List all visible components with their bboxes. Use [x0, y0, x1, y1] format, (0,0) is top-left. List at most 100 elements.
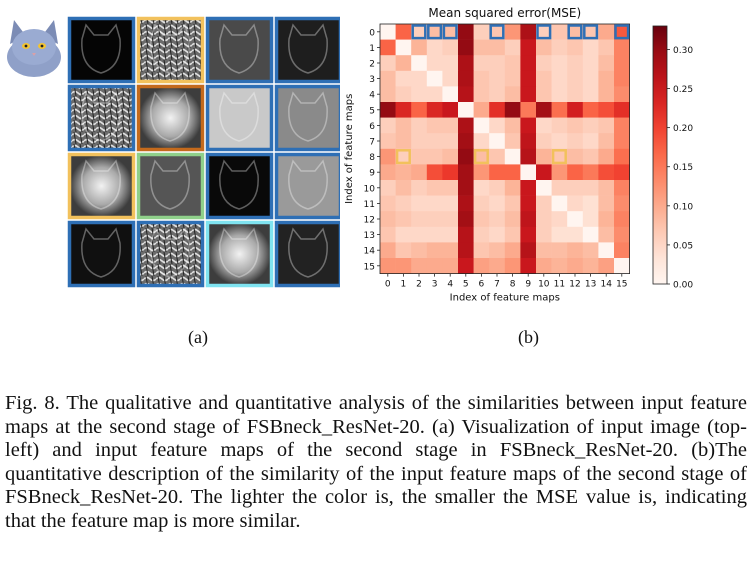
heatmap-cell	[442, 195, 459, 212]
heatmap-cell	[582, 258, 599, 274]
y-tick-label: 9	[369, 169, 375, 179]
colorbar-tick-label: 0.30	[673, 46, 693, 56]
heatmap-cell	[442, 148, 459, 165]
colorbar-tick-label: 0.20	[673, 124, 693, 134]
x-tick-label: 4	[447, 280, 453, 290]
feature-map-tile	[136, 220, 205, 288]
heatmap-cell	[380, 226, 396, 243]
heatmap-cell	[536, 86, 552, 103]
heatmap-cell	[504, 24, 521, 40]
heatmap-cell	[489, 226, 506, 243]
heatmap-cell	[614, 242, 630, 259]
y-axis-label: Index of feature maps	[344, 94, 355, 204]
heatmap-cell	[551, 226, 568, 243]
y-tick-label: 10	[364, 184, 376, 194]
highlight-box	[442, 24, 458, 40]
heatmap-cell	[473, 55, 490, 72]
heatmap-cell	[380, 258, 396, 274]
heatmap-cell	[536, 55, 552, 72]
heatmap-cell	[395, 70, 412, 87]
x-tick-label: 11	[554, 280, 565, 290]
x-axis-label: Index of feature maps	[450, 293, 560, 304]
highlight-box	[551, 149, 567, 165]
feature-map-image	[70, 155, 133, 217]
heatmap-cell	[426, 117, 443, 134]
heatmap-cell	[504, 55, 521, 72]
colorbar-tick-label: 0.10	[673, 202, 693, 212]
heatmap-cell	[442, 258, 459, 274]
panel-b-label: (b)	[518, 327, 539, 347]
y-tick-label: 0	[369, 28, 375, 38]
heatmap-cell	[598, 148, 615, 165]
heatmap-cell	[426, 86, 443, 103]
feature-map-outline	[219, 227, 259, 278]
heatmap-cell	[380, 102, 396, 118]
heatmap-cell	[411, 117, 428, 134]
heatmap-cell	[411, 55, 428, 72]
heatmap-cell	[551, 242, 568, 259]
x-tick-label: 10	[538, 280, 550, 290]
heatmap-cell	[567, 226, 584, 243]
heatmap-cell	[411, 211, 428, 228]
heatmap-cell	[395, 55, 412, 72]
heatmap-cell	[567, 70, 584, 87]
x-tick-label: 13	[585, 280, 596, 290]
heatmap-cell	[489, 70, 506, 87]
mse-heatmap: Mean squared error(MSE)01234567891011121…	[344, 6, 693, 304]
heatmap-cell	[536, 258, 552, 274]
heatmap-cell	[567, 102, 584, 118]
heatmap-cell	[504, 39, 521, 56]
heatmap-cell	[504, 226, 521, 243]
heatmap-cell	[504, 117, 521, 134]
x-tick-label: 14	[600, 280, 612, 290]
heatmap-cell	[551, 39, 568, 56]
heatmap-cell	[536, 102, 552, 118]
feature-map-outline	[81, 159, 121, 210]
heatmap-cell	[458, 24, 474, 40]
heatmap-cell	[536, 242, 552, 259]
heatmap-cell	[551, 195, 568, 212]
heatmap-cell	[458, 180, 474, 196]
heatmap-cell	[489, 117, 506, 134]
heatmap-cell	[520, 195, 537, 212]
heatmap-cell	[458, 117, 474, 134]
y-tick-label: 12	[364, 216, 375, 226]
y-tick-label: 3	[369, 75, 375, 85]
heatmap-cell	[520, 102, 537, 118]
heatmap-cell	[614, 117, 630, 134]
x-tick-label: 8	[510, 280, 516, 290]
heatmap-cell	[458, 164, 474, 181]
heatmap-cell	[380, 148, 396, 165]
colorbar-tick-label: 0.25	[673, 85, 693, 95]
heatmap-cell	[395, 226, 412, 243]
heatmap-cell	[458, 102, 474, 118]
heatmap-cell	[380, 55, 396, 72]
heatmap-cell	[489, 102, 506, 118]
heatmap-cell	[426, 164, 443, 181]
heatmap-cell	[458, 70, 474, 87]
heatmap-cell	[458, 226, 474, 243]
heatmap-cell	[567, 164, 584, 181]
feature-map-border	[67, 16, 136, 84]
feature-map-tile	[205, 152, 274, 220]
heatmap-cell	[567, 195, 584, 212]
feature-map-border	[205, 84, 274, 152]
highlight-box	[427, 24, 443, 40]
heatmap-cell	[458, 148, 474, 165]
feature-map-border	[205, 152, 274, 220]
highlight-box	[411, 24, 427, 40]
heatmap-cell	[395, 195, 412, 212]
heatmap-cell	[458, 195, 474, 212]
heatmap-cell	[442, 70, 459, 87]
heatmap-cell	[442, 133, 459, 150]
heatmap-cell	[426, 39, 443, 56]
heatmap-cell	[426, 148, 443, 165]
heatmap-cell	[551, 180, 568, 196]
feature-map-tile	[136, 84, 205, 152]
heatmap-cell	[614, 258, 630, 274]
heatmap-cell	[411, 86, 428, 103]
heatmap-cell	[426, 195, 443, 212]
heatmap-cell	[395, 211, 412, 228]
feature-map-outline	[288, 23, 328, 74]
heatmap-cell	[536, 180, 552, 196]
